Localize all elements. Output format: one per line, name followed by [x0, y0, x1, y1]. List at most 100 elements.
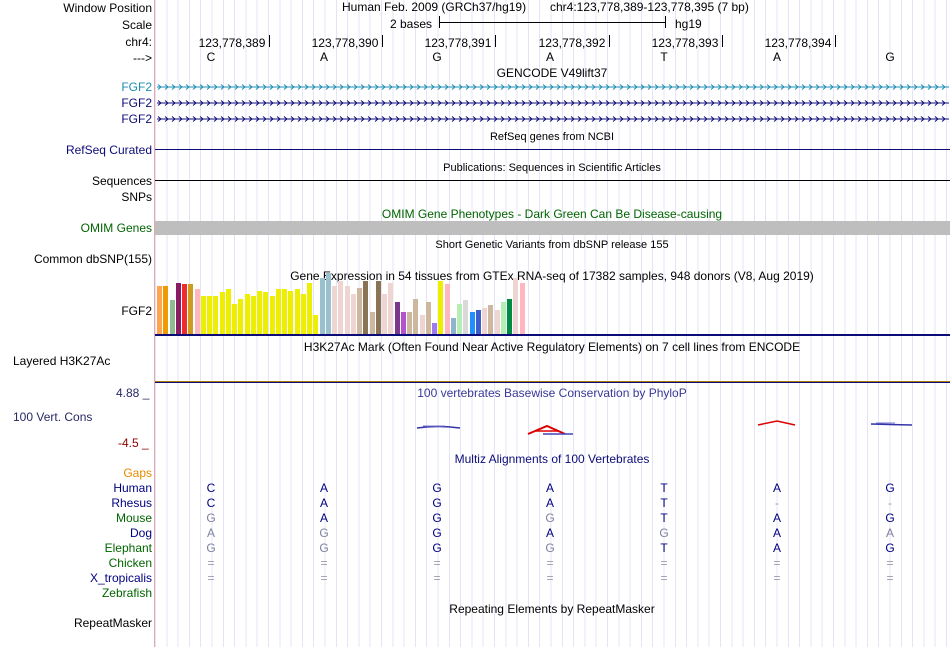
gtex-tissue-bar[interactable]	[469, 312, 475, 334]
gtex-tissue-bar[interactable]	[188, 284, 194, 334]
refseq-track-label[interactable]: RefSeq Curated	[65, 143, 152, 157]
gene-transcript-2[interactable]	[157, 100, 949, 106]
h3k27ac-track-label[interactable]: Layered H3K27Ac	[13, 354, 111, 368]
gencode-gene-label[interactable]: FGF2	[121, 96, 152, 110]
aligned-base: -	[775, 496, 779, 510]
gtex-tissue-bar[interactable]	[257, 291, 262, 334]
gtex-tissue-bar[interactable]	[507, 299, 512, 334]
cons-mark	[527, 424, 573, 435]
aligned-base: G	[319, 541, 329, 555]
omim-track-label[interactable]: OMIM Genes	[80, 221, 152, 235]
gtex-tissue-bar[interactable]	[313, 315, 319, 334]
gtex-tissue-bar[interactable]	[432, 323, 437, 334]
reference-base: G	[885, 50, 895, 64]
aligned-base: =	[773, 556, 781, 570]
gtex-tissue-bar[interactable]	[232, 304, 237, 334]
cons-wiggle[interactable]	[155, 414, 950, 440]
gtex-tissue-bar[interactable]	[513, 278, 519, 334]
gtex-tissue-bar[interactable]	[363, 281, 369, 334]
gtex-tissue-bar[interactable]	[225, 289, 231, 334]
gtex-tissue-bar[interactable]	[288, 291, 294, 334]
h3k27ac-signal-line[interactable]	[155, 382, 950, 383]
gtex-tissue-bar[interactable]	[500, 302, 506, 334]
gtex-tissue-bar[interactable]	[275, 289, 281, 334]
gtex-tissue-bar[interactable]	[482, 308, 487, 334]
publication-sequence-line[interactable]	[155, 180, 950, 181]
gtex-tissue-bar[interactable]	[357, 288, 362, 334]
gtex-tissue-bar[interactable]	[219, 292, 225, 334]
gtex-tissue-bar[interactable]	[388, 283, 394, 334]
dbsnp-track-title: Short Genetic Variants from dbSNP releas…	[435, 239, 669, 251]
snps-track-label[interactable]: SNPs	[121, 190, 152, 204]
gtex-tissue-bar[interactable]	[457, 304, 462, 334]
sequences-track-label[interactable]: Sequences	[91, 174, 152, 188]
gtex-tissue-bar[interactable]	[350, 294, 356, 334]
gencode-gene-label[interactable]: FGF2	[121, 80, 152, 94]
gtex-tissue-bar[interactable]	[207, 296, 212, 334]
species-label[interactable]: Dog	[129, 526, 152, 540]
gtex-tissue-bar[interactable]	[307, 283, 312, 334]
gtex-tissue-bar[interactable]	[375, 281, 381, 334]
species-label[interactable]: Chicken	[108, 556, 152, 570]
gtex-tissue-bar[interactable]	[250, 296, 256, 334]
gtex-tissue-bar[interactable]	[519, 283, 525, 334]
gtex-tissue-bar[interactable]	[494, 310, 500, 334]
gtex-tissue-bar[interactable]	[344, 286, 350, 334]
gtex-tissue-bar[interactable]	[282, 289, 287, 334]
gtex-tissue-bar[interactable]	[463, 300, 469, 334]
chrom-label: chr4:	[125, 35, 152, 49]
gtex-tissue-bar[interactable]	[338, 281, 344, 334]
aligned-base: A	[772, 511, 782, 525]
gtex-tissue-bar[interactable]	[238, 299, 244, 334]
gtex-tissue-bar[interactable]	[200, 296, 206, 334]
gtex-tissue-bar[interactable]	[300, 294, 306, 334]
gtex-tissue-bar[interactable]	[369, 312, 375, 334]
gtex-tissue-bar[interactable]	[269, 296, 275, 334]
repeatmasker-track-label[interactable]: RepeatMasker	[73, 616, 152, 630]
species-label[interactable]: X_tropicalis	[89, 571, 152, 585]
gtex-tissue-bar[interactable]	[175, 283, 181, 334]
gtex-tissue-bar[interactable]	[325, 273, 331, 334]
gtex-tissue-bar[interactable]	[425, 302, 431, 334]
cons-track-title: 100 vertebrates Basewise Conservation by…	[417, 386, 687, 400]
gtex-tissue-bar[interactable]	[244, 294, 250, 334]
cons-track-label[interactable]: 100 Vert. Cons	[13, 410, 93, 424]
gtex-tissue-bar[interactable]	[444, 284, 450, 334]
gtex-tissue-bar[interactable]	[213, 296, 219, 334]
dbsnp-track-label[interactable]: Common dbSNP(155)	[33, 252, 152, 266]
gtex-tissue-bar[interactable]	[475, 310, 481, 334]
gencode-gene-label[interactable]: FGF2	[121, 112, 152, 126]
h3k27ac-signal-line[interactable]	[155, 381, 950, 382]
gtex-gene-label[interactable]: FGF2	[121, 304, 152, 318]
gtex-tissue-bar[interactable]	[394, 302, 400, 334]
gtex-tissue-bar[interactable]	[157, 286, 162, 334]
gtex-tissue-bar[interactable]	[319, 278, 325, 334]
gtex-tissue-bar[interactable]	[182, 284, 187, 334]
gtex-tissue-bar[interactable]	[413, 299, 419, 334]
gtex-tissue-bar[interactable]	[194, 289, 200, 334]
aligned-base: A	[319, 481, 329, 495]
gtex-tissue-bar[interactable]	[407, 312, 412, 334]
refseq-gene-line[interactable]	[155, 149, 950, 150]
gtex-tissue-bar[interactable]	[382, 294, 387, 334]
gtex-tissue-bar[interactable]	[419, 315, 425, 334]
gtex-tissue-bar[interactable]	[263, 292, 269, 334]
gtex-tissue-bar[interactable]	[332, 286, 337, 334]
gtex-tissue-bar[interactable]	[438, 281, 444, 334]
gtex-tissue-bar[interactable]	[400, 312, 406, 334]
gtex-tissue-bar[interactable]	[163, 286, 169, 334]
gene-transcript-1[interactable]	[157, 84, 949, 90]
species-label[interactable]: Human	[113, 481, 152, 495]
species-label[interactable]: Zebrafish	[101, 586, 152, 600]
omim-phenotype-bar[interactable]	[155, 221, 950, 235]
gtex-tissue-bar[interactable]	[169, 300, 175, 334]
gtex-tissue-bar[interactable]	[294, 289, 300, 334]
species-label[interactable]: Elephant	[104, 541, 152, 555]
gene-transcript-3[interactable]	[157, 116, 949, 122]
gtex-tissue-bar[interactable]	[450, 318, 456, 334]
gaps-label[interactable]: Gaps	[123, 466, 152, 480]
reference-base: A	[545, 50, 555, 64]
species-label[interactable]: Rhesus	[111, 496, 152, 510]
species-label[interactable]: Mouse	[115, 511, 152, 525]
gtex-tissue-bar[interactable]	[488, 305, 494, 334]
